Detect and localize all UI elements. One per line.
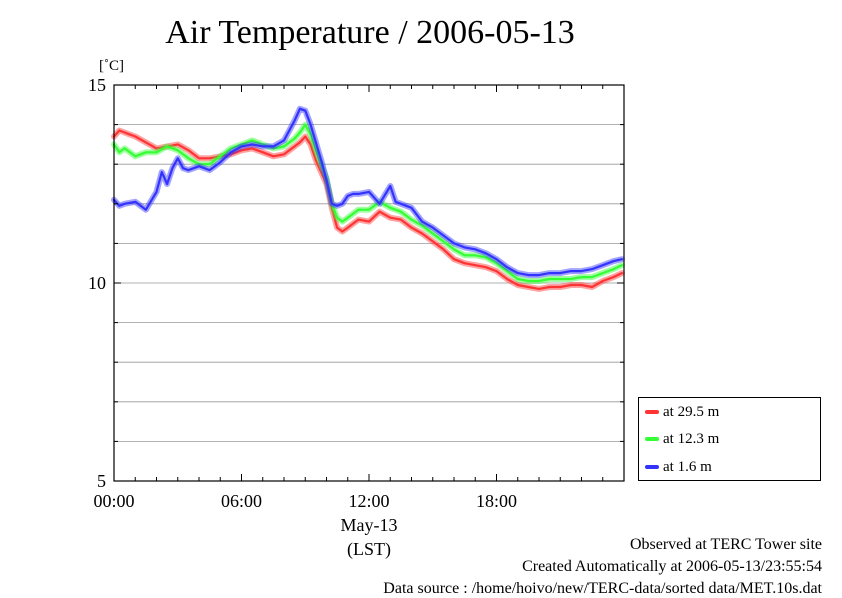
legend-label: at 29.5 m <box>663 403 720 420</box>
legend-item-29-5m: at 29.5 m <box>645 402 719 422</box>
legend-swatch-blue <box>645 465 659 469</box>
date-label: May-13 <box>341 515 398 535</box>
y-axis-label: [˚C] <box>99 58 124 74</box>
legend-label: at 12.3 m <box>663 430 720 447</box>
x-tick-label: 06:00 <box>221 491 262 511</box>
legend-label: at 1.6 m <box>663 458 712 475</box>
series-line-1 <box>112 123 624 283</box>
legend-item-1-6m: at 1.6 m <box>645 457 712 477</box>
axis-ticks <box>113 84 625 482</box>
footer-site: Observed at TERC Tower site <box>629 536 822 553</box>
legend-swatch-red <box>645 410 659 414</box>
legend-item-12-3m: at 12.3 m <box>645 429 719 449</box>
footer-created: Created Automatically at 2006-05-13/23:5… <box>522 558 822 575</box>
y-tick-label: 15 <box>88 75 106 95</box>
series-line-2 <box>112 107 624 277</box>
series-line-0 <box>112 129 624 290</box>
x-axis-label: (LST) <box>347 539 391 560</box>
y-tick-label: 5 <box>97 471 106 491</box>
legend: at 29.5 m at 12.3 m at 1.6 m <box>638 397 821 481</box>
x-tick-label: 12:00 <box>348 491 389 511</box>
x-tick-label: 00:00 <box>93 491 134 511</box>
axis-labels: 5 10 15 00:00 06:00 12:00 18:00 [˚C] May-13 (LST) <box>88 58 517 560</box>
y-tick-label: 10 <box>88 273 106 293</box>
footer-source: Data source : /home/hoivo/new/TERC-data/… <box>383 580 822 597</box>
legend-swatch-green <box>645 437 659 441</box>
chart-title: Air Temperature / 2006-05-13 <box>165 14 575 51</box>
x-tick-label: 18:00 <box>476 491 517 511</box>
series-lines <box>111 105 625 292</box>
